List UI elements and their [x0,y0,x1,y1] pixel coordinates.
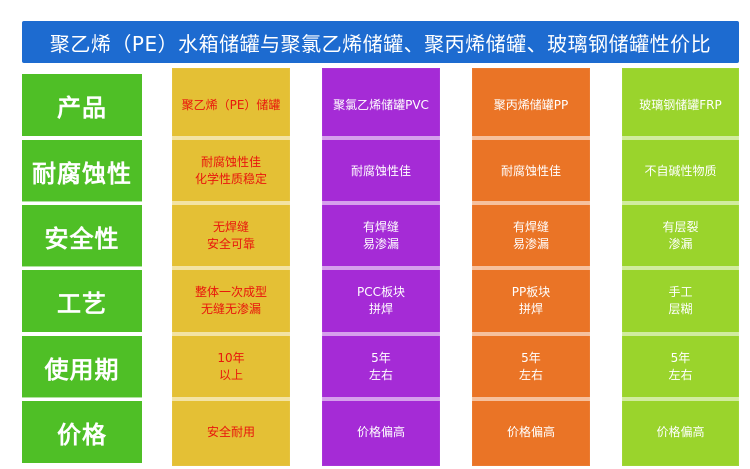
cell-text-line: 整体一次成型 [194,285,267,299]
cell-text-line: 以上 [218,368,243,382]
cell-text-line: 10年 [217,351,245,365]
cell-pp-row-1: 聚丙烯储罐PP [472,74,590,136]
table-title: 聚乙烯（PE）水箱储罐与聚氯乙烯储罐、聚丙烯储罐、玻璃钢储罐性价比 [22,21,739,63]
cell-pp-row-5: 5年左右 [472,336,590,398]
row-separator [22,201,739,205]
cell-frp-row-5: 5年左右 [622,336,739,398]
cell-frp-row-6: 价格偏高 [622,401,739,463]
cell-pvc-row-3: 有焊缝 易渗漏 [322,205,440,267]
cell-text-line: 有焊缝 [362,220,399,234]
cell-pvc-row-2: 耐腐蚀性佳 [322,140,440,202]
cell-pvc-row-6: 价格偏高 [322,401,440,463]
row-separator [22,136,739,140]
cell-text-line: 耐腐蚀性佳 [500,163,561,178]
cell-pp-row-3: 有焊缝 易渗漏 [472,205,590,267]
cell-pvc-row-1: 聚氯乙烯储罐PVC [322,74,440,136]
cell-text-line: 化学性质稳定 [194,172,267,186]
cell-text-line: 左右 [368,368,393,382]
cell-text-line: PP板块 [511,285,551,299]
cell-text-line: 价格偏高 [506,424,555,439]
cell-pvc-row-4: PCC板块拼焊 [322,270,440,332]
row-label-2: 耐腐蚀性 [22,140,142,202]
row-label-6: 价格 [22,401,142,463]
cell-text-line: 价格偏高 [656,424,705,439]
cell-pe-row-2: 耐腐蚀性佳化学性质稳定 [172,140,290,202]
cell-text-line: 渗漏 [668,237,693,251]
cell-text-line: 拼焊 [518,302,543,316]
cell-text-line: 易渗漏 [512,237,549,251]
cell-text-line: 层糊 [668,302,693,316]
cell-pe-row-1: 聚乙烯（PE）储罐 [172,74,290,136]
row-separator [22,397,739,401]
cell-text-line: 手工 [668,285,693,299]
row-label-4: 工艺 [22,270,142,332]
cell-frp-row-1: 玻璃钢储罐FRP [622,74,739,136]
cell-text-line: 易渗漏 [362,237,399,251]
cell-text-line: 聚氯乙烯储罐PVC [333,97,429,112]
cell-pvc-row-5: 5年左右 [322,336,440,398]
cell-text-line: 不自碱性物质 [644,163,717,178]
row-label-1: 产品 [22,74,142,136]
cell-frp-row-4: 手工 层糊 [622,270,739,332]
cell-frp-row-3: 有层裂 渗漏 [622,205,739,267]
cell-text-line: 耐腐蚀性佳 [200,155,261,169]
cell-pe-row-6: 安全耐用 [172,401,290,463]
cell-text-line: 5年 [670,351,691,365]
row-label-3: 安全性 [22,205,142,267]
cell-text-line: 拼焊 [368,302,393,316]
cell-pe-row-5: 10年以上 [172,336,290,398]
cell-text-line: 无缝无渗漏 [200,302,261,316]
cell-pe-row-3: 无焊缝 安全可靠 [172,205,290,267]
row-separator [22,266,739,270]
cell-text-line: 价格偏高 [356,424,405,439]
cell-text-line: 有焊缝 [512,220,549,234]
cell-text-line: PCC板块 [357,285,405,299]
cell-pe-row-4: 整体一次成型 无缝无渗漏 [172,270,290,332]
cell-text-line: 左右 [668,368,693,382]
cell-pp-row-2: 耐腐蚀性佳 [472,140,590,202]
cell-text-line: 无焊缝 [212,220,249,234]
row-label-5: 使用期 [22,336,142,398]
row-separator [22,332,739,336]
cell-text-line: 5年 [521,351,541,365]
cell-pp-row-6: 价格偏高 [472,401,590,463]
cell-text-line: 安全可靠 [206,237,255,251]
cell-text-line: 聚丙烯储罐PP [493,97,569,112]
cell-text-line: 左右 [518,368,543,382]
cell-text-line: 安全耐用 [206,424,255,439]
cell-text-line: 聚乙烯（PE）储罐 [181,97,281,112]
cell-pp-row-4: PP板块拼焊 [472,270,590,332]
cell-text-line: 玻璃钢储罐FRP [639,97,722,112]
cell-text-line: 耐腐蚀性佳 [350,163,411,178]
cell-text-line: 有层裂 [662,220,699,234]
cell-frp-row-2: 不自碱性物质 [622,140,739,202]
cell-text-line: 5年 [371,351,391,365]
